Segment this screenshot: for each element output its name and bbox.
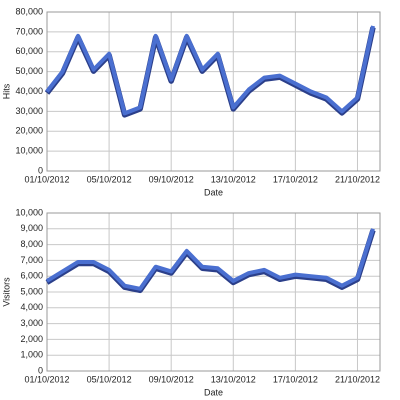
y-tick-label: 20,000	[15, 126, 43, 136]
x-tick-label: 17/10/2012	[273, 174, 318, 184]
line	[45, 228, 375, 291]
y-axis-title: Hits	[1, 83, 11, 99]
y-tick-label: 70,000	[15, 26, 43, 36]
y-tick-label: 1,000	[20, 350, 43, 360]
x-tick-label: 13/10/2012	[211, 374, 256, 384]
x-tick-label: 01/10/2012	[24, 174, 69, 184]
y-axis-title: Visitors	[1, 277, 11, 307]
y-tick-label: 8,000	[20, 239, 43, 249]
x-tick-label: 13/10/2012	[211, 174, 256, 184]
x-tick-label: 05/10/2012	[87, 374, 132, 384]
x-tick-label: 09/10/2012	[149, 374, 194, 384]
x-tick-label: 09/10/2012	[149, 174, 194, 184]
y-tick-label: 80,000	[15, 6, 43, 16]
y-tick-label: 50,000	[15, 66, 43, 76]
x-tick-label: 05/10/2012	[87, 174, 132, 184]
y-tick-label: 5,000	[20, 286, 43, 296]
x-axis-title: Date	[204, 387, 223, 397]
y-tick-label: 6,000	[20, 271, 43, 281]
y-tick-label: 10,000	[15, 207, 43, 217]
y-tick-label: 0	[38, 165, 43, 175]
y-tick-label: 30,000	[15, 106, 43, 116]
line	[45, 25, 375, 116]
x-axis-title: Date	[204, 187, 223, 197]
x-tick-label: 01/10/2012	[24, 374, 69, 384]
x-tick-label: 21/10/2012	[335, 374, 380, 384]
y-tick-label: 2,000	[20, 334, 43, 344]
y-tick-label: 40,000	[15, 86, 43, 96]
y-tick-label: 10,000	[15, 146, 43, 156]
y-tick-label: 9,000	[20, 223, 43, 233]
y-tick-label: 60,000	[15, 46, 43, 56]
plot-frame	[46, 212, 381, 372]
y-tick-label: 4,000	[20, 302, 43, 312]
x-tick-label: 17/10/2012	[273, 374, 318, 384]
y-tick-label: 0	[38, 365, 43, 375]
y-tick-label: 7,000	[20, 255, 43, 265]
x-tick-label: 21/10/2012	[335, 174, 380, 184]
y-tick-label: 3,000	[20, 318, 43, 328]
